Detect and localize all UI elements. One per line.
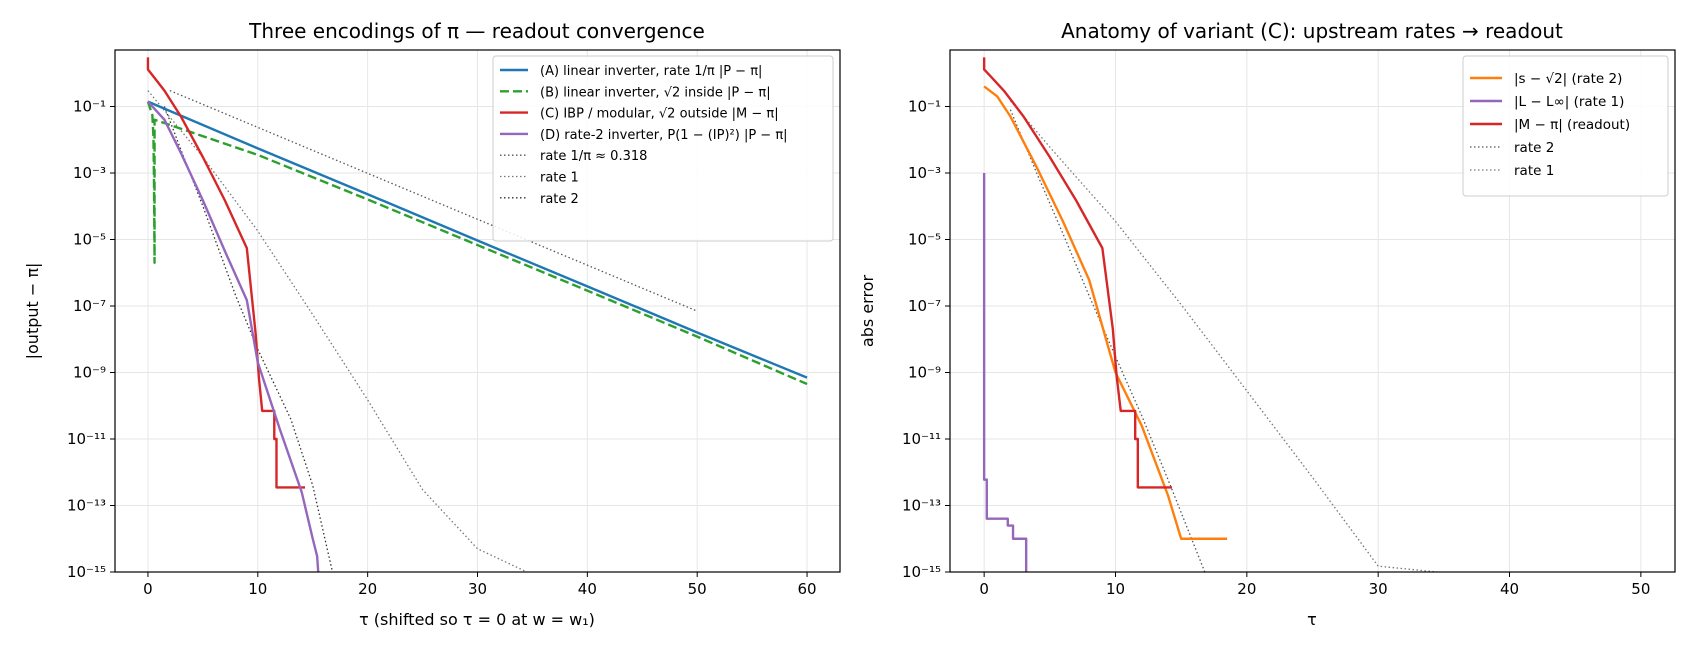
x-tick-label: 50: [688, 580, 707, 598]
series-line: [147, 100, 320, 572]
legend-label: rate 1: [540, 171, 579, 186]
y-tick-label: 10⁻¹: [908, 97, 941, 115]
x-tick-label: 30: [1369, 580, 1388, 598]
right-legend: |s − √2| (rate 2) |L − L∞| (rate 1) |M − π…: [1462, 55, 1669, 197]
x-tick-label: 0: [979, 580, 989, 598]
y-tick-label: 10⁻¹³: [902, 496, 941, 514]
y-tick-label: 10⁻⁵: [73, 230, 106, 248]
y-tick-label: 10⁻¹¹: [67, 430, 106, 448]
y-tick-label: 10⁻¹⁵: [902, 563, 941, 581]
series-line: [983, 85, 1228, 540]
series-line: [147, 100, 808, 379]
series-line: [982, 57, 1172, 489]
y-tick-label: 10⁻³: [73, 164, 106, 182]
x-tick-label: 10: [248, 580, 267, 598]
y-tick-label: 10⁻⁷: [73, 297, 106, 315]
x-tick-label: 20: [358, 580, 377, 598]
series-line: [169, 90, 698, 312]
y-tick-label: 10⁻⁹: [908, 363, 941, 381]
y-tick-label: 10⁻¹³: [67, 496, 106, 514]
legend-label: rate 1/π ≈ 0.318: [540, 149, 647, 164]
x-tick-label: 20: [1237, 580, 1256, 598]
left-legend-box: [492, 55, 834, 242]
left-ticks: 0 10 20 30 40 50 60 10⁻¹⁵ 10⁻¹³ 10⁻¹¹ 10⁻⁹ 10⁻⁷ 10⁻⁵…: [67, 97, 817, 598]
right-title: Anatomy of variant (C): upstream rates →…: [1061, 19, 1563, 43]
right-ticks: 0 10 20 30 40 50 10⁻¹⁵ 10⁻¹³ 10⁻¹¹ 10⁻⁹ 10⁻⁷ 10⁻⁵ 10…: [902, 97, 1650, 598]
right-panel: 0 10 20 30 40 50 10⁻¹⁵ 10⁻¹³ 10⁻¹¹ 10⁻⁹ 10⁻⁷ 10⁻⁵ 10…: [858, 19, 1676, 629]
left-legend-entries: (A) linear inverter, rate 1/π |P − π| (B)…: [500, 64, 788, 207]
y-tick-label: 10⁻¹⁵: [67, 563, 106, 581]
legend-label: (C) IBP / modular, √2 outside |M − π|: [540, 107, 779, 122]
right-legend-entries: |s − √2| (rate 2) |L − L∞| (rate 1) |M − π…: [1470, 71, 1630, 179]
series-line: [146, 57, 306, 489]
y-tick-label: 10⁻¹¹: [902, 430, 941, 448]
y-tick-label: 10⁻³: [908, 164, 941, 182]
right-legend-box: [1462, 55, 1669, 197]
x-tick-label: 40: [1500, 580, 1519, 598]
left-series-group: [146, 57, 808, 572]
x-tick-label: 30: [468, 580, 487, 598]
x-tick-label: 60: [797, 580, 816, 598]
left-panel: 0 10 20 30 40 50 60 10⁻¹⁵ 10⁻¹³ 10⁻¹¹ 10⁻⁹ 10⁻⁷ 10⁻⁵…: [23, 19, 841, 629]
x-tick-label: 0: [143, 580, 153, 598]
right-ylabel: abs error: [858, 275, 877, 348]
right-axes-frame: [949, 49, 1676, 573]
legend-label: |s − √2| (rate 2): [1514, 71, 1622, 87]
x-tick-label: 10: [1106, 580, 1125, 598]
y-tick-label: 10⁻⁹: [73, 363, 106, 381]
series-line: [982, 172, 1028, 572]
left-legend: (A) linear inverter, rate 1/π |P − π| (B)…: [492, 55, 834, 242]
right-series-group: [982, 57, 1438, 572]
left-ylabel: |output − π|: [23, 263, 42, 360]
legend-label: (B) linear inverter, √2 inside |P − π|: [540, 85, 771, 100]
legend-label: |L − L∞| (rate 1): [1514, 94, 1624, 110]
legend-label: (A) linear inverter, rate 1/π |P − π|: [540, 64, 762, 79]
y-tick-label: 10⁻¹: [73, 97, 106, 115]
legend-label: rate 2: [540, 192, 579, 207]
left-title: Three encodings of π — readout convergen…: [248, 19, 705, 43]
left-xlabel: τ (shifted so τ = 0 at w = w₁): [359, 610, 595, 629]
legend-label: |M − π| (readout): [1514, 117, 1630, 133]
legend-label: rate 1: [1514, 163, 1554, 179]
x-tick-label: 40: [578, 580, 597, 598]
x-tick-label: 50: [1631, 580, 1650, 598]
y-tick-label: 10⁻⁵: [908, 230, 941, 248]
legend-label: rate 2: [1514, 140, 1554, 156]
y-tick-label: 10⁻⁷: [908, 297, 941, 315]
series-line: [147, 90, 528, 572]
right-xlabel: τ: [1307, 610, 1317, 629]
legend-label: (D) rate-2 inverter, P(1 − (IP)²) |P − π…: [540, 128, 788, 143]
series-line: [146, 101, 808, 386]
series-line: [1009, 100, 1438, 572]
